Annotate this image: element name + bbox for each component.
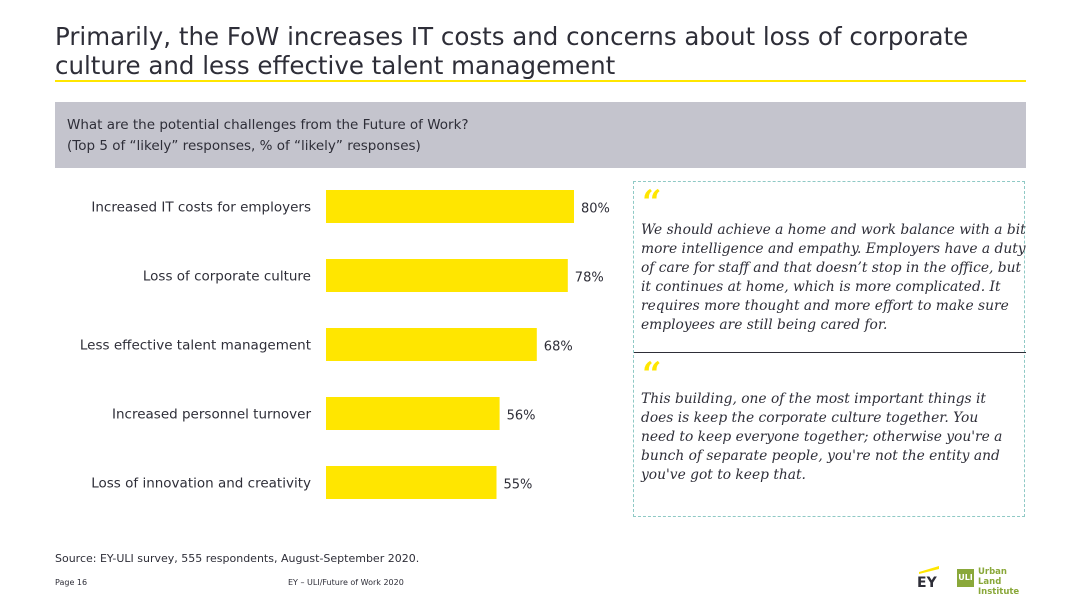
value-label: 80%	[581, 202, 610, 217]
question-text: What are the potential challenges from t…	[67, 117, 469, 133]
category-label: Increased personnel turnover	[112, 407, 311, 423]
bar	[326, 466, 497, 499]
question-banner: What are the potential challenges from t…	[55, 102, 1026, 168]
bar	[326, 397, 500, 430]
uli-logo-mark: ULI	[957, 569, 974, 587]
quote-1: We should achieve a home and work balanc…	[641, 222, 1026, 333]
category-label: Loss of innovation and creativity	[91, 476, 311, 492]
ey-logo-beam	[919, 566, 939, 574]
uli-logo-text: Urban Land Institute	[978, 567, 1027, 597]
page-number: Page 16	[55, 578, 88, 587]
question-subtext: (Top 5 of “likely” responses, % of “like…	[67, 138, 421, 154]
page-title: Primarily, the FoW increases IT costs an…	[55, 22, 969, 80]
uli-logo: ULI Urban Land Institute	[957, 567, 1027, 597]
bar	[326, 259, 568, 292]
category-label: Increased IT costs for employers	[91, 200, 311, 216]
value-label: 56%	[507, 409, 536, 424]
value-label: 68%	[544, 340, 573, 355]
source-note: Source: EY-ULI survey, 555 respondents, …	[55, 552, 420, 565]
quote-mark-icon: “	[642, 183, 662, 223]
ey-logo: EY	[917, 566, 939, 589]
ey-logo-text: EY	[917, 575, 938, 589]
quotes-panel: “ We should achieve a home and work bala…	[633, 181, 1026, 517]
bar	[326, 328, 537, 361]
uli-logo-line1: Urban Land	[978, 567, 1007, 587]
bar	[326, 190, 574, 223]
footer-title: EY – ULI/Future of Work 2020	[288, 578, 404, 587]
value-label: 55%	[504, 478, 533, 493]
uli-logo-line2: Institute	[978, 587, 1020, 597]
category-label: Less effective talent management	[80, 338, 311, 354]
quote-2: This building, one of the most important…	[641, 391, 1003, 483]
title-underline	[55, 80, 1026, 82]
bar-chart: Increased IT costs for employers 80% Loss …	[80, 190, 610, 499]
value-label: 78%	[575, 271, 604, 286]
quote-mark-icon: “	[642, 355, 662, 395]
category-label: Loss of corporate culture	[143, 269, 311, 285]
quote-divider	[634, 352, 1026, 353]
